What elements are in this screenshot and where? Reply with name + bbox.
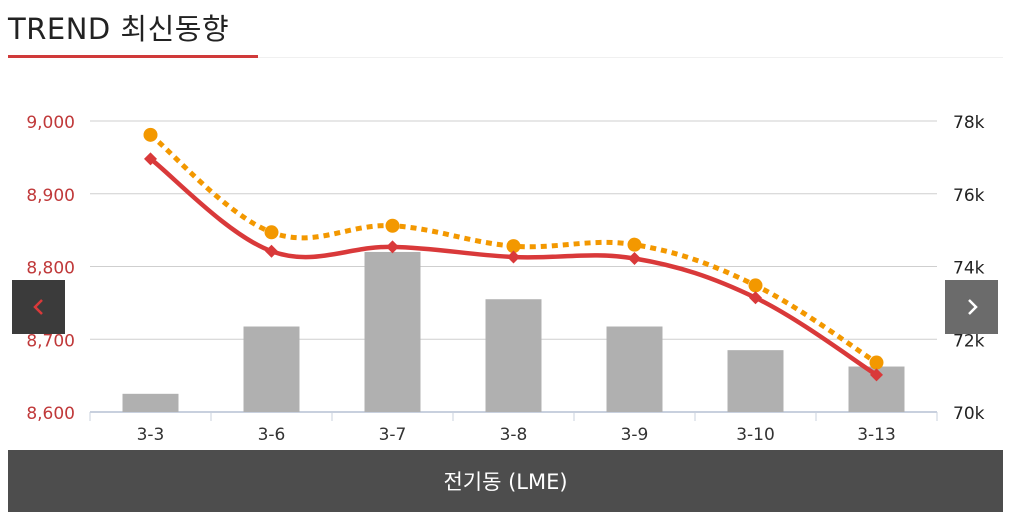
y-right-tick-label: 78k	[953, 113, 985, 133]
x-tick-label: 3-6	[258, 425, 286, 445]
point-diamond	[628, 251, 641, 265]
bar	[243, 326, 300, 412]
footer-bar: 전기동 (LME)	[8, 450, 1003, 512]
y-right-tick-label: 72k	[953, 331, 985, 351]
bar	[606, 326, 663, 412]
y-right-tick-label: 76k	[953, 186, 985, 206]
x-tick-label: 3-9	[621, 425, 649, 445]
x-tick-label: 3-13	[857, 425, 896, 445]
point-diamond	[749, 291, 762, 305]
point-circle	[748, 278, 763, 293]
y-right-tick-label: 74k	[953, 259, 985, 279]
x-tick-label: 3-10	[736, 425, 775, 445]
point-diamond	[144, 152, 157, 166]
point-circle	[506, 239, 521, 254]
point-diamond	[507, 250, 520, 264]
title-underline	[8, 55, 258, 58]
page-title: TREND 최신동향	[8, 12, 230, 46]
point-circle	[385, 218, 400, 233]
chevron-left-icon	[32, 299, 43, 315]
footer-label: 전기동 (LME)	[443, 470, 568, 494]
point-diamond	[386, 240, 399, 254]
y-left-tick-label: 8,700	[26, 331, 75, 351]
y-right-tick-label: 70k	[953, 404, 985, 424]
bar	[122, 393, 179, 412]
bar	[364, 251, 421, 412]
y-left-tick-label: 8,800	[26, 259, 75, 279]
point-circle	[264, 225, 279, 240]
chevron-right-icon	[967, 299, 978, 315]
x-tick-label: 3-8	[500, 425, 528, 445]
prev-button[interactable]	[12, 280, 65, 334]
next-button[interactable]	[945, 280, 998, 334]
y-left-tick-label: 9,000	[26, 113, 75, 133]
point-circle	[869, 355, 884, 370]
title-divider	[258, 57, 1003, 58]
point-diamond	[870, 368, 883, 382]
point-circle	[627, 237, 642, 252]
y-left-tick-label: 8,600	[26, 404, 75, 424]
point-circle	[143, 127, 158, 142]
bar	[485, 299, 542, 412]
point-diamond	[265, 244, 278, 258]
bar	[727, 350, 784, 412]
y-left-tick-label: 8,900	[26, 186, 75, 206]
x-tick-label: 3-7	[379, 425, 407, 445]
x-tick-label: 3-3	[137, 425, 165, 445]
